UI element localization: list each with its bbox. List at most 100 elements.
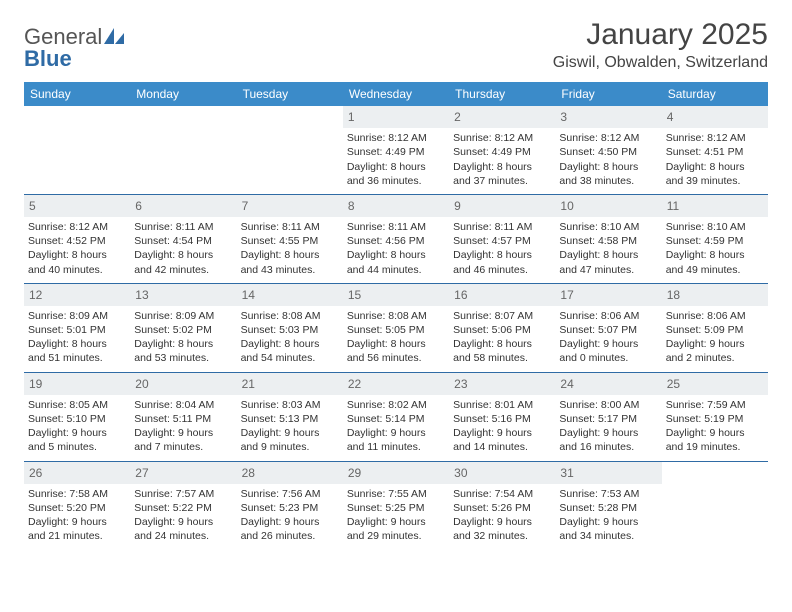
day-cell: 11Sunrise: 8:10 AMSunset: 4:59 PMDayligh… — [662, 195, 768, 283]
sunset-text: Sunset: 4:49 PM — [347, 145, 445, 159]
sunset-text: Sunset: 5:02 PM — [134, 323, 232, 337]
daylight-text: Daylight: 9 hours — [28, 426, 126, 440]
day-number: 1 — [343, 106, 449, 128]
sunset-text: Sunset: 5:05 PM — [347, 323, 445, 337]
sunset-text: Sunset: 5:09 PM — [666, 323, 764, 337]
sunset-text: Sunset: 4:57 PM — [453, 234, 551, 248]
sunrise-text: Sunrise: 8:12 AM — [347, 131, 445, 145]
day-cell: 13Sunrise: 8:09 AMSunset: 5:02 PMDayligh… — [130, 284, 236, 372]
day-cell: 26Sunrise: 7:58 AMSunset: 5:20 PMDayligh… — [24, 462, 130, 550]
daylight-text: and 21 minutes. — [28, 529, 126, 543]
day-number: 26 — [24, 462, 130, 484]
day-cell: 17Sunrise: 8:06 AMSunset: 5:07 PMDayligh… — [555, 284, 661, 372]
weekday-header: Thursday — [449, 82, 555, 106]
sunrise-text: Sunrise: 8:06 AM — [559, 309, 657, 323]
sunset-text: Sunset: 4:58 PM — [559, 234, 657, 248]
daylight-text: and 56 minutes. — [347, 351, 445, 365]
daylight-text: and 58 minutes. — [453, 351, 551, 365]
weekday-header: Monday — [130, 82, 236, 106]
day-cell: 3Sunrise: 8:12 AMSunset: 4:50 PMDaylight… — [555, 106, 661, 194]
daylight-text: Daylight: 8 hours — [241, 248, 339, 262]
daylight-text: and 43 minutes. — [241, 263, 339, 277]
title-block: January 2025 Giswil, Obwalden, Switzerla… — [553, 18, 768, 72]
sunrise-text: Sunrise: 7:59 AM — [666, 398, 764, 412]
day-cell — [130, 106, 236, 194]
day-number: 12 — [24, 284, 130, 306]
daylight-text: and 19 minutes. — [666, 440, 764, 454]
day-number: 3 — [555, 106, 661, 128]
sunset-text: Sunset: 5:22 PM — [134, 501, 232, 515]
day-number: 6 — [130, 195, 236, 217]
daylight-text: Daylight: 9 hours — [134, 515, 232, 529]
day-number: 31 — [555, 462, 661, 484]
day-cell: 30Sunrise: 7:54 AMSunset: 5:26 PMDayligh… — [449, 462, 555, 550]
day-cell: 14Sunrise: 8:08 AMSunset: 5:03 PMDayligh… — [237, 284, 343, 372]
day-number: 30 — [449, 462, 555, 484]
sunrise-text: Sunrise: 8:03 AM — [241, 398, 339, 412]
sunrise-text: Sunrise: 8:04 AM — [134, 398, 232, 412]
daylight-text: Daylight: 9 hours — [666, 426, 764, 440]
sunset-text: Sunset: 5:20 PM — [28, 501, 126, 515]
sunset-text: Sunset: 5:10 PM — [28, 412, 126, 426]
sunset-text: Sunset: 4:55 PM — [241, 234, 339, 248]
daylight-text: and 53 minutes. — [134, 351, 232, 365]
daylight-text: and 9 minutes. — [241, 440, 339, 454]
day-cell: 7Sunrise: 8:11 AMSunset: 4:55 PMDaylight… — [237, 195, 343, 283]
sunrise-text: Sunrise: 8:12 AM — [559, 131, 657, 145]
week-row: 5Sunrise: 8:12 AMSunset: 4:52 PMDaylight… — [24, 195, 768, 284]
day-cell — [662, 462, 768, 550]
daylight-text: and 26 minutes. — [241, 529, 339, 543]
daylight-text: and 16 minutes. — [559, 440, 657, 454]
sunrise-text: Sunrise: 8:02 AM — [347, 398, 445, 412]
daylight-text: Daylight: 8 hours — [28, 248, 126, 262]
daylight-text: and 36 minutes. — [347, 174, 445, 188]
day-number: 27 — [130, 462, 236, 484]
day-number: 23 — [449, 373, 555, 395]
daylight-text: Daylight: 8 hours — [559, 248, 657, 262]
daylight-text: Daylight: 8 hours — [559, 160, 657, 174]
sunrise-text: Sunrise: 8:00 AM — [559, 398, 657, 412]
sunrise-text: Sunrise: 8:12 AM — [666, 131, 764, 145]
day-cell: 15Sunrise: 8:08 AMSunset: 5:05 PMDayligh… — [343, 284, 449, 372]
daylight-text: Daylight: 9 hours — [666, 337, 764, 351]
daylight-text: Daylight: 8 hours — [453, 248, 551, 262]
week-row: 1Sunrise: 8:12 AMSunset: 4:49 PMDaylight… — [24, 106, 768, 195]
daylight-text: Daylight: 9 hours — [28, 515, 126, 529]
sunset-text: Sunset: 5:11 PM — [134, 412, 232, 426]
sunrise-text: Sunrise: 8:07 AM — [453, 309, 551, 323]
day-cell — [24, 106, 130, 194]
day-cell — [237, 106, 343, 194]
daylight-text: Daylight: 8 hours — [666, 160, 764, 174]
day-number: 8 — [343, 195, 449, 217]
daylight-text: Daylight: 8 hours — [28, 337, 126, 351]
day-number: 7 — [237, 195, 343, 217]
day-number: 18 — [662, 284, 768, 306]
sunrise-text: Sunrise: 8:08 AM — [347, 309, 445, 323]
sail-icon — [104, 28, 126, 46]
daylight-text: Daylight: 9 hours — [134, 426, 232, 440]
day-cell: 22Sunrise: 8:02 AMSunset: 5:14 PMDayligh… — [343, 373, 449, 461]
day-number: 11 — [662, 195, 768, 217]
sunset-text: Sunset: 5:26 PM — [453, 501, 551, 515]
daylight-text: and 32 minutes. — [453, 529, 551, 543]
daylight-text: and 11 minutes. — [347, 440, 445, 454]
daylight-text: Daylight: 9 hours — [241, 426, 339, 440]
sunrise-text: Sunrise: 8:09 AM — [134, 309, 232, 323]
daylight-text: and 7 minutes. — [134, 440, 232, 454]
daylight-text: and 14 minutes. — [453, 440, 551, 454]
daylight-text: and 44 minutes. — [347, 263, 445, 277]
day-number: 10 — [555, 195, 661, 217]
weekday-header-row: Sunday Monday Tuesday Wednesday Thursday… — [24, 82, 768, 106]
sunset-text: Sunset: 5:06 PM — [453, 323, 551, 337]
daylight-text: and 49 minutes. — [666, 263, 764, 277]
sunset-text: Sunset: 5:13 PM — [241, 412, 339, 426]
daylight-text: Daylight: 9 hours — [559, 426, 657, 440]
week-row: 26Sunrise: 7:58 AMSunset: 5:20 PMDayligh… — [24, 462, 768, 550]
daylight-text: and 34 minutes. — [559, 529, 657, 543]
sunset-text: Sunset: 4:54 PM — [134, 234, 232, 248]
daylight-text: Daylight: 8 hours — [134, 337, 232, 351]
day-cell: 9Sunrise: 8:11 AMSunset: 4:57 PMDaylight… — [449, 195, 555, 283]
daylight-text: Daylight: 8 hours — [666, 248, 764, 262]
day-number: 5 — [24, 195, 130, 217]
daylight-text: and 29 minutes. — [347, 529, 445, 543]
